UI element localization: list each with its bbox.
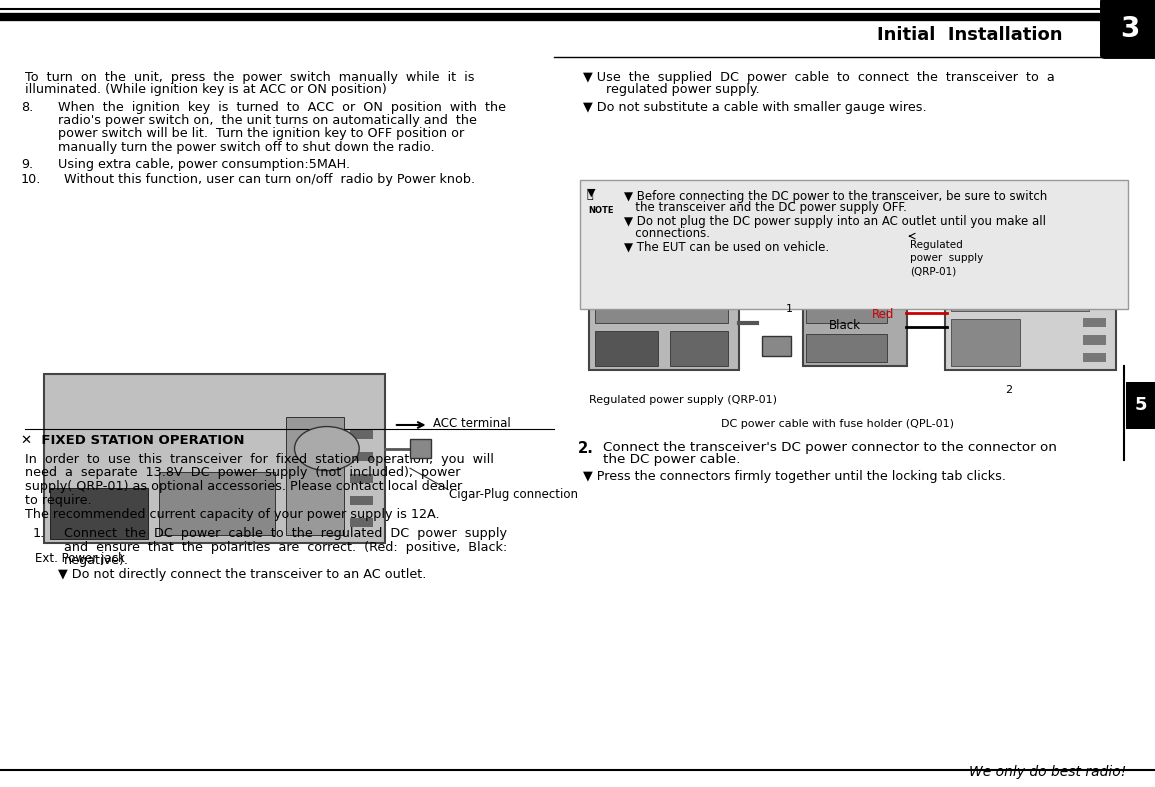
Bar (806, 334, 887, 362)
Bar (410, 439, 431, 458)
Bar (803, 272, 907, 366)
Text: ▼ The EUT can be used on vehicle.: ▼ The EUT can be used on vehicle. (624, 240, 829, 253)
Text: 2: 2 (1005, 385, 1012, 394)
Circle shape (295, 427, 359, 471)
Bar (1083, 353, 1106, 362)
Text: Regulated
power  supply
(QRP-01): Regulated power supply (QRP-01) (910, 240, 983, 276)
Text: Black: Black (829, 320, 862, 332)
Bar (670, 331, 728, 366)
Text: ▼: ▼ (587, 188, 595, 198)
Text: Ext. Power jack: Ext. Power jack (35, 552, 125, 565)
Bar (1083, 318, 1106, 327)
Text: 🔊: 🔊 (587, 190, 594, 200)
Text: ▼ Do not plug the DC power supply into an AC outlet until you make all: ▼ Do not plug the DC power supply into a… (624, 215, 1045, 228)
Text: ▼ Before connecting the DC power to the transceiver, be sure to switch: ▼ Before connecting the DC power to the … (624, 190, 1046, 203)
Bar (595, 279, 728, 323)
Bar (951, 264, 1089, 311)
Text: ▼ Do not directly connect the transceiver to an AC outlet.: ▼ Do not directly connect the transceive… (58, 568, 426, 582)
Text: Without this function, user can turn on/off  radio by Power knob.: Without this function, user can turn on/… (64, 173, 475, 186)
Bar (1083, 335, 1106, 345)
Bar (159, 472, 275, 535)
Text: 3: 3 (1120, 15, 1140, 43)
Text: Connect  the  DC  power  cable  to  the  regulated  DC  power  supply: Connect the DC power cable to the regula… (64, 527, 507, 541)
Text: In  order  to  use  this  transceiver  for  fixed  station  operation,  you  wil: In order to use this transceiver for fix… (25, 453, 494, 466)
Text: NOTE: NOTE (588, 206, 613, 215)
Text: When  the  ignition  key  is  turned  to  ACC  or  ON  position  with  the: When the ignition key is turned to ACC o… (58, 101, 506, 114)
Text: the transceiver and the DC power supply OFF.: the transceiver and the DC power supply … (624, 201, 907, 215)
Bar (44, 374, 385, 543)
Text: DC power cable with fuse holder (QPL-01): DC power cable with fuse holder (QPL-01) (721, 419, 954, 429)
Text: 8.: 8. (21, 101, 33, 114)
Bar (350, 518, 373, 527)
Text: the DC power cable.: the DC power cable. (603, 453, 740, 467)
Text: connections.: connections. (624, 227, 709, 240)
Text: Connect the transceiver's DC power connector to the connector on: Connect the transceiver's DC power conne… (603, 441, 1057, 454)
Text: ACC terminal: ACC terminal (433, 417, 511, 430)
Bar (1083, 266, 1106, 275)
Bar (350, 452, 373, 461)
Bar (50, 488, 148, 539)
Bar (1126, 382, 1155, 429)
Text: ▼ Press the connectors firmly together until the locking tab clicks.: ▼ Press the connectors firmly together u… (583, 470, 1006, 482)
Bar (1083, 301, 1106, 310)
Text: Red: Red (872, 309, 894, 321)
Text: manually turn the power switch off to shut down the radio.: manually turn the power switch off to sh… (58, 141, 434, 153)
Bar (350, 430, 373, 439)
Text: need  a  separate  13.8V  DC  power  supply  (not  included),  power: need a separate 13.8V DC power supply (n… (25, 467, 461, 479)
Bar (580, 180, 1128, 309)
Bar (762, 336, 791, 356)
Bar (589, 264, 739, 370)
Text: Using extra cable, power consumption:5MAH.: Using extra cable, power consumption:5MA… (58, 157, 350, 171)
Text: Regulated power supply (QRP-01): Regulated power supply (QRP-01) (589, 395, 777, 405)
Text: illuminated. (While ignition key is at ACC or ON position): illuminated. (While ignition key is at A… (25, 83, 387, 97)
Text: and  ensure  that  the  polarities  are  correct.  (Red:  positive,  Black:: and ensure that the polarities are corre… (64, 541, 507, 553)
Text: ▼ Use  the  supplied  DC  power  cable  to  connect  the  transceiver  to  a: ▼ Use the supplied DC power cable to con… (583, 71, 1055, 84)
Bar (595, 331, 658, 366)
Text: power switch will be lit.  Turn the ignition key to OFF position or: power switch will be lit. Turn the ignit… (58, 127, 464, 141)
Bar (951, 319, 1020, 366)
Text: radio's power switch on,  the unit turns on automatically and  the: radio's power switch on, the unit turns … (58, 114, 477, 127)
Text: to require.: to require. (25, 494, 92, 507)
Bar (584, 194, 617, 224)
Text: 9.: 9. (21, 157, 32, 171)
Bar (286, 417, 344, 535)
Text: We only do best radio!: We only do best radio! (969, 765, 1126, 779)
Text: Initial  Installation: Initial Installation (878, 27, 1063, 44)
Bar (806, 291, 887, 323)
Text: 2.: 2. (578, 441, 594, 456)
Bar (350, 496, 373, 505)
Bar (945, 240, 1116, 370)
Text: negative).: negative). (64, 554, 128, 567)
Bar (1083, 283, 1106, 293)
Text: To  turn  on  the  unit,  press  the  power  switch  manually  while  it  is: To turn on the unit, press the power swi… (25, 71, 475, 84)
Text: ✕  FIXED STATION OPERATION: ✕ FIXED STATION OPERATION (21, 434, 245, 448)
Text: ▼ Do not substitute a cable with smaller gauge wires.: ▼ Do not substitute a cable with smaller… (583, 101, 927, 114)
Text: 1.: 1. (32, 527, 45, 541)
Text: The recommended current capacity of your power supply is 12A.: The recommended current capacity of your… (25, 508, 440, 521)
Text: regulated power supply.: regulated power supply. (606, 83, 760, 97)
FancyBboxPatch shape (1101, 0, 1155, 58)
Text: 1: 1 (785, 305, 792, 314)
Text: 10.: 10. (21, 173, 42, 186)
Text: supply( QRP-01) as optional accessories. Please contact local dealer: supply( QRP-01) as optional accessories.… (25, 480, 463, 493)
Text: Cigar-Plug connection: Cigar-Plug connection (449, 488, 579, 501)
Text: 5: 5 (1134, 397, 1147, 414)
Bar (350, 474, 373, 483)
